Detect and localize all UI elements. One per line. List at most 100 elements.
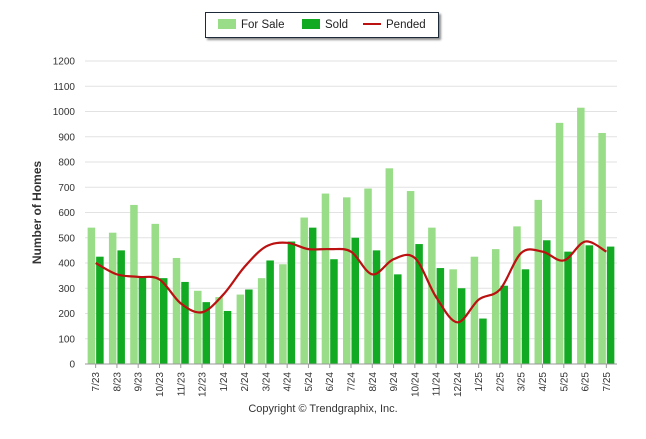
bar-for-sale [236,294,245,364]
bar-sold [500,285,508,364]
legend-label-for-sale: For Sale [241,19,285,31]
bar-sold [564,251,572,364]
bar-sold [202,302,211,364]
legend-swatch-pended [363,22,381,25]
x-tick-label: 10/23 [155,372,166,397]
bar-sold [543,240,551,364]
bar-for-sale [172,257,181,364]
bar-sold [351,237,359,364]
y-tick-label: 100 [58,334,75,345]
bar-for-sale [406,191,415,364]
y-axis-title: Number of Homes [30,161,44,265]
x-tick-label: 7/24 [347,372,358,392]
y-tick-label: 1100 [53,82,75,93]
x-tick-label: 11/23 [176,372,187,397]
x-tick-label: 2/24 [240,372,251,392]
bar-sold [436,268,445,364]
x-tick-label: 7/23 [91,372,102,392]
bar-sold [308,227,317,364]
bar-for-sale [321,193,330,364]
bar-for-sale [343,197,351,364]
x-tick-label: 2/25 [495,372,506,392]
x-tick-label: 1/25 [474,372,485,392]
y-tick-label: 0 [69,360,75,371]
bar-for-sale [194,290,202,364]
y-tick-label: 1200 [53,57,76,68]
legend-item-for-sale: For Sale [218,18,284,32]
x-tick-label: 6/25 [581,372,592,392]
bar-sold [394,274,402,364]
bar-sold [521,269,530,364]
x-tick-label: 7/25 [602,372,613,392]
bar-sold [287,241,296,364]
legend-item-sold: Sold [302,18,348,32]
bar-for-sale [130,204,138,364]
bar-sold [585,245,594,364]
bar-for-sale [87,227,96,364]
bar-sold [181,281,189,364]
bar-sold [330,259,338,364]
bar-for-sale [385,168,394,364]
x-tick-label: 12/24 [453,372,464,397]
legend-label-sold: Sold [325,19,349,31]
x-tick-label: 5/25 [559,372,570,392]
legend-swatch-for-sale [218,18,236,29]
bar-for-sale [257,278,266,364]
x-tick-label: 11/24 [432,372,443,397]
x-tick-label: 4/25 [538,372,549,392]
bar-sold [479,318,487,364]
copyright-text: Copyright © Trendgraphix, Inc. [248,403,398,415]
bar-for-sale [279,264,287,364]
bar-for-sale [491,249,500,364]
legend-label-pended: Pended [386,19,426,31]
y-tick-label: 600 [58,208,75,219]
x-tick-label: 3/25 [517,372,528,392]
legend: For Sale Sold Pended [205,12,439,38]
y-tick-label: 200 [58,309,75,320]
bar-sold [96,256,104,364]
bar-for-sale [428,227,436,364]
x-tick-label: 6/24 [325,372,336,392]
bar-for-sale [215,297,223,364]
bar-sold [372,250,381,364]
y-tick-label: 300 [58,284,75,295]
bar-for-sale [151,223,159,364]
bar-sold [415,244,423,364]
x-tick-label: 9/24 [389,372,400,392]
bar-for-sale [470,256,479,364]
bar-sold [159,278,168,364]
legend-swatch-sold [302,18,320,29]
x-tick-label: 1/24 [219,372,230,392]
bar-sold [606,246,615,364]
x-tick-label: 10/24 [410,372,421,397]
bar-for-sale [534,199,543,364]
bar-for-sale [300,217,308,364]
x-tick-label: 8/23 [112,372,123,392]
x-tick-label: 3/24 [261,372,272,392]
bar-for-sale [555,122,564,364]
bar-for-sale [449,269,457,364]
bar-sold [117,250,125,364]
x-tick-label: 8/24 [368,372,379,392]
y-tick-label: 800 [58,158,75,169]
bar-for-sale [108,232,117,364]
legend-item-pended: Pended [363,18,426,32]
x-tick-label: 12/23 [198,372,209,397]
pended-line [95,240,607,324]
x-tick-label: 9/23 [134,372,145,392]
y-tick-label: 900 [58,132,75,143]
x-tick-label: 4/24 [283,372,294,392]
y-tick-label: 500 [58,233,75,244]
bar-for-sale [577,107,585,365]
bar-for-sale [364,188,372,364]
y-tick-label: 1000 [53,107,76,118]
bar-sold [266,260,274,364]
bar-sold [138,276,147,364]
bar-sold [245,289,253,364]
bar-for-sale [513,226,521,364]
bar-sold [223,310,232,364]
bar-sold [457,288,466,364]
y-tick-label: 700 [58,183,75,194]
